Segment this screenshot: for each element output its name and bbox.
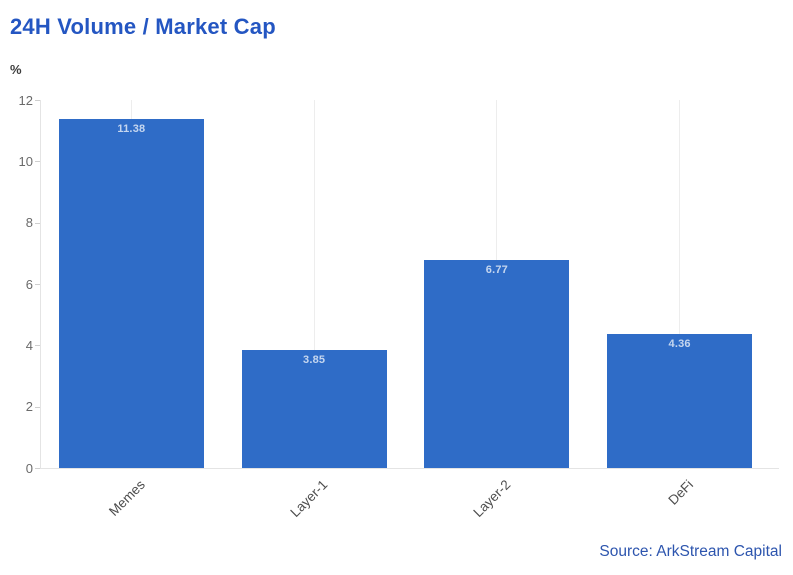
y-tick-label: 12: [18, 92, 33, 108]
y-tick-label: 10: [18, 153, 33, 169]
x-axis-line: [40, 468, 779, 469]
bar-value-label: 3.85: [303, 353, 326, 366]
y-tick-mark: [35, 468, 40, 469]
y-tick-mark: [35, 345, 40, 347]
y-tick-mark: [35, 284, 40, 285]
bar-layer-1: 3.85: [241, 349, 387, 468]
x-axis-label: Layer-1: [287, 477, 331, 520]
bar-layer-2: 6.77: [424, 260, 570, 468]
category-gridline: [679, 100, 681, 468]
bar-value-label: 11.38: [117, 123, 146, 135]
bar-memes: 11.38: [58, 119, 204, 468]
bar-value-label: 6.77: [485, 264, 508, 277]
x-axis-label: Memes: [106, 477, 148, 519]
x-axis-label: DeFi: [665, 477, 697, 508]
y-tick-label: 4: [25, 337, 33, 353]
y-tick-label: 6: [25, 276, 33, 292]
y-tick-mark: [35, 161, 40, 163]
chart-title: 24H Volume / Market Cap: [10, 14, 276, 39]
y-tick-label: 2: [25, 399, 33, 415]
bar-value-label: 4.36: [668, 338, 691, 351]
y-axis-unit-label: %: [10, 62, 22, 77]
x-axis-label: Layer-2: [470, 477, 514, 520]
y-tick-label: 8: [25, 215, 33, 231]
source-attribution: Source: ArkStream Capital: [599, 543, 782, 560]
bar-defi: 4.36: [607, 334, 753, 468]
y-tick-mark: [35, 222, 40, 224]
y-tick-label: 0: [25, 460, 33, 476]
y-tick-mark: [35, 100, 40, 101]
y-tick-mark: [35, 406, 40, 408]
y-axis-line: [40, 100, 41, 468]
category-gridline: [313, 100, 315, 468]
